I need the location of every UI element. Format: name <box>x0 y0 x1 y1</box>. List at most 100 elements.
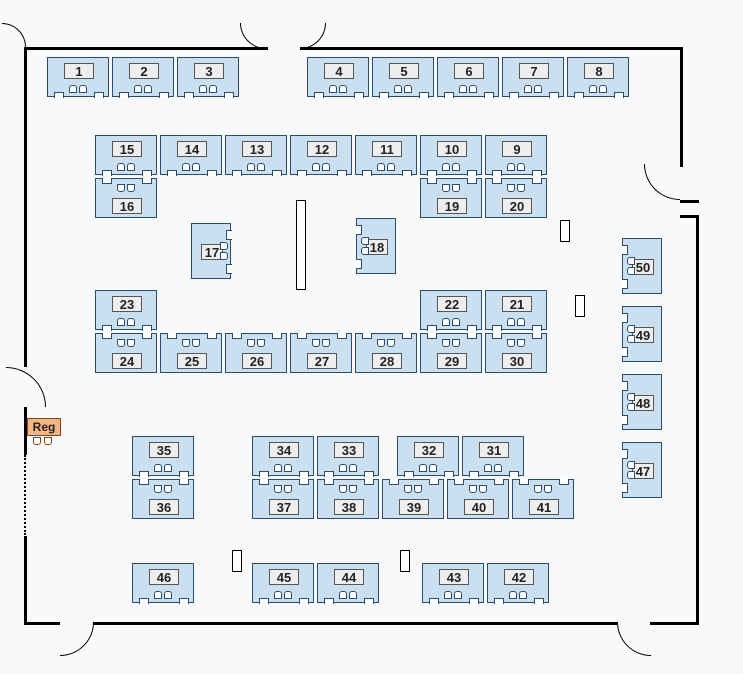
seat-icon <box>484 464 492 472</box>
booth-7[interactable]: 7 <box>502 57 564 97</box>
floor-plan-canvas: 1234567815141312111091619201718232221242… <box>0 0 743 674</box>
booth-31[interactable]: 31 <box>462 436 524 476</box>
booth-11[interactable]: 11 <box>355 135 417 175</box>
booth-13[interactable]: 13 <box>225 135 287 175</box>
booth-seats <box>96 318 156 326</box>
booth-17[interactable]: 17 <box>191 223 231 279</box>
booth-32[interactable]: 32 <box>397 436 459 476</box>
booth-47[interactable]: 47 <box>622 442 662 498</box>
wall-segment <box>24 622 60 625</box>
booth-seats <box>627 443 635 497</box>
wall-segment <box>680 215 699 218</box>
booth-6[interactable]: 6 <box>437 57 499 97</box>
booth-36[interactable]: 36 <box>132 479 194 519</box>
door-arc <box>300 23 326 49</box>
booth-1[interactable]: 1 <box>47 57 109 97</box>
booth-10[interactable]: 10 <box>420 135 482 175</box>
booth-label: 33 <box>334 442 364 458</box>
seat-icon <box>442 339 450 347</box>
booth-label: 35 <box>149 442 179 458</box>
booth-seats <box>448 485 508 493</box>
booth-33[interactable]: 33 <box>317 436 379 476</box>
seat-icon <box>419 464 427 472</box>
booth-46[interactable]: 46 <box>132 563 194 603</box>
booth-5[interactable]: 5 <box>372 57 434 97</box>
seat-icon <box>329 85 337 93</box>
booth-18[interactable]: 18 <box>356 218 396 274</box>
seat-icon <box>534 485 542 493</box>
seat-icon <box>627 393 635 401</box>
booth-34[interactable]: 34 <box>252 436 314 476</box>
booth-39[interactable]: 39 <box>382 479 444 519</box>
booth-14[interactable]: 14 <box>160 135 222 175</box>
booth-22[interactable]: 22 <box>420 290 482 330</box>
booth-seats <box>486 339 546 347</box>
seat-icon <box>164 485 172 493</box>
booth-label: 43 <box>439 569 469 585</box>
booth-8[interactable]: 8 <box>567 57 629 97</box>
booth-44[interactable]: 44 <box>317 563 379 603</box>
booth-3[interactable]: 3 <box>177 57 239 97</box>
booth-label: 7 <box>519 63 549 79</box>
booth-label: 44 <box>334 569 364 585</box>
booth-50[interactable]: 50 <box>622 238 662 294</box>
column-obstacle <box>296 200 306 290</box>
booth-42[interactable]: 42 <box>487 563 549 603</box>
booth-seats <box>421 339 481 347</box>
booth-4[interactable]: 4 <box>307 57 369 97</box>
seat-icon <box>117 339 125 347</box>
booth-48[interactable]: 48 <box>622 374 662 430</box>
booth-38[interactable]: 38 <box>317 479 379 519</box>
seat-icon <box>349 485 357 493</box>
booth-29[interactable]: 29 <box>420 333 482 373</box>
booth-12[interactable]: 12 <box>290 135 352 175</box>
booth-25[interactable]: 25 <box>160 333 222 373</box>
seat-icon <box>404 485 412 493</box>
booth-seats <box>421 318 481 326</box>
booth-16[interactable]: 16 <box>95 178 157 218</box>
booth-45[interactable]: 45 <box>252 563 314 603</box>
booth-43[interactable]: 43 <box>422 563 484 603</box>
booth-24[interactable]: 24 <box>95 333 157 373</box>
booth-seats <box>486 184 546 192</box>
seat-icon <box>469 85 477 93</box>
booth-15[interactable]: 15 <box>95 135 157 175</box>
seat-icon <box>127 339 135 347</box>
booth-seats <box>133 485 193 493</box>
booth-label: 34 <box>269 442 299 458</box>
booth-28[interactable]: 28 <box>355 333 417 373</box>
seat-icon <box>322 163 330 171</box>
registration-desk[interactable]: Reg <box>27 418 61 436</box>
booth-seats <box>421 163 481 171</box>
booth-37[interactable]: 37 <box>252 479 314 519</box>
seat-icon <box>627 267 635 275</box>
seat-icon <box>220 242 228 250</box>
booth-19[interactable]: 19 <box>420 178 482 218</box>
booth-41[interactable]: 41 <box>512 479 574 519</box>
booth-label: 36 <box>149 499 179 515</box>
booth-label: 12 <box>307 141 337 157</box>
booth-seats <box>627 375 635 429</box>
booth-40[interactable]: 40 <box>447 479 509 519</box>
booth-23[interactable]: 23 <box>95 290 157 330</box>
seat-icon <box>274 464 282 472</box>
booth-label: 19 <box>437 198 467 214</box>
booth-20[interactable]: 20 <box>485 178 547 218</box>
booth-seats <box>356 163 416 171</box>
booth-26[interactable]: 26 <box>225 333 287 373</box>
booth-35[interactable]: 35 <box>132 436 194 476</box>
seat-icon <box>627 335 635 343</box>
booth-49[interactable]: 49 <box>622 306 662 362</box>
booth-label: 16 <box>112 198 142 214</box>
booth-2[interactable]: 2 <box>112 57 174 97</box>
booth-30[interactable]: 30 <box>485 333 547 373</box>
seat-icon <box>599 85 607 93</box>
booth-label: 28 <box>372 353 402 369</box>
seat-icon <box>154 485 162 493</box>
seat-icon <box>517 339 525 347</box>
booth-21[interactable]: 21 <box>485 290 547 330</box>
booth-9[interactable]: 9 <box>485 135 547 175</box>
booth-seats <box>96 339 156 347</box>
seat-icon <box>452 318 460 326</box>
booth-27[interactable]: 27 <box>290 333 352 373</box>
